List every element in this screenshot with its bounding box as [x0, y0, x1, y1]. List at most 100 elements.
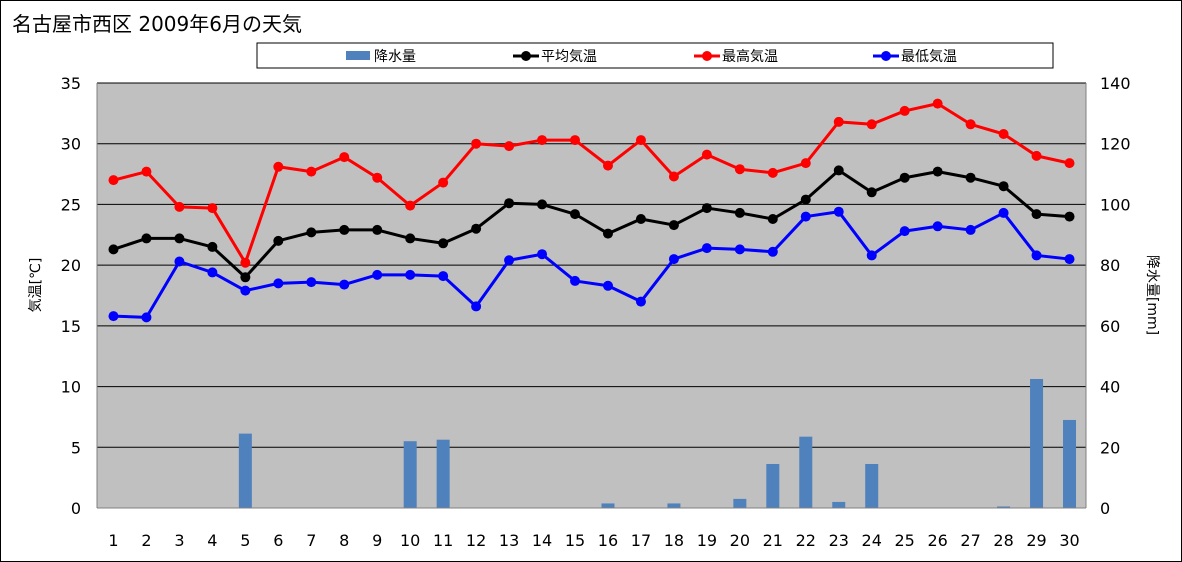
series-point [899, 172, 910, 183]
series-point [965, 119, 976, 130]
series-point [866, 187, 877, 198]
series-point [800, 194, 811, 205]
rain-bar [1030, 378, 1044, 508]
x-tick-label: 18 [664, 531, 684, 550]
x-tick-label: 4 [207, 531, 217, 550]
series-point [570, 209, 581, 220]
x-tick-label: 20 [730, 531, 750, 550]
x-tick-label: 8 [339, 531, 349, 550]
series-point [438, 238, 449, 249]
y-right-tick-label: 140 [1100, 74, 1131, 93]
series-point [635, 135, 646, 146]
x-tick-label: 17 [631, 531, 651, 550]
series-line [113, 210, 1070, 319]
series-point [767, 214, 778, 224]
series-point [1031, 209, 1042, 220]
series-point [108, 244, 119, 255]
x-tick-label: 7 [306, 531, 316, 550]
series-point [734, 164, 745, 175]
x-tick-label: 28 [993, 531, 1013, 550]
series-point [471, 301, 482, 312]
x-tick-label: 11 [433, 531, 453, 550]
series-point [504, 198, 515, 209]
series-point [339, 224, 350, 235]
x-tick-label: 10 [400, 531, 420, 550]
series-point [438, 271, 449, 282]
x-tick-label: 13 [499, 531, 519, 550]
y-left-tick-label: 30 [61, 135, 81, 154]
x-tick-label: 12 [466, 531, 486, 550]
x-tick-label: 16 [598, 531, 618, 550]
rain-bar [832, 501, 846, 508]
x-tick-label: 19 [697, 531, 717, 550]
series-point [701, 203, 712, 214]
series-point [833, 116, 844, 127]
series-point [141, 312, 152, 323]
series-point [570, 135, 581, 146]
legend-marker [521, 51, 531, 61]
series-point [899, 226, 910, 237]
x-tick-label: 9 [372, 531, 382, 550]
rain-bar [667, 503, 681, 508]
y-axis-right-label: 降水量[mm] [1144, 255, 1160, 335]
x-tick-label: 29 [1026, 531, 1046, 550]
series-point [602, 228, 613, 239]
series-point [405, 233, 416, 244]
series-point [471, 138, 482, 149]
legend-marker [881, 51, 891, 61]
x-tick-label: 14 [532, 531, 552, 550]
y-right-tick-label: 0 [1100, 499, 1110, 518]
series-point [405, 269, 416, 280]
series-point [174, 233, 185, 244]
series-point [306, 166, 317, 177]
y-axis-left-label: 気温[℃] [28, 258, 44, 313]
y-right-tick-label: 80 [1100, 256, 1120, 275]
series-point [833, 165, 844, 176]
y-right-tick-label: 120 [1100, 135, 1131, 154]
legend-label: 降水量 [374, 49, 416, 65]
x-tick-label: 6 [273, 531, 283, 550]
series-point [207, 203, 218, 214]
x-tick-label: 23 [829, 531, 849, 550]
series-point [668, 254, 679, 265]
temperature-lines [108, 98, 1075, 323]
rain-bar [436, 439, 450, 508]
series-point [504, 141, 515, 152]
series-point [998, 181, 1009, 192]
series-point [537, 135, 548, 146]
y-right-tick-label: 40 [1100, 378, 1120, 397]
series-point [504, 255, 515, 266]
series-point [965, 224, 976, 235]
rain-bar [601, 503, 615, 508]
series-point [1064, 211, 1075, 222]
y-right-tick-label: 100 [1100, 195, 1131, 214]
legend-label: 最高気温 [722, 48, 778, 65]
y-right-tick-label: 20 [1100, 438, 1120, 457]
x-tick-label: 1 [108, 531, 118, 550]
series-point [306, 227, 317, 238]
series-point [800, 211, 811, 222]
rain-bar [799, 436, 813, 508]
series-point [174, 256, 185, 267]
series-point [372, 269, 383, 280]
legend-box [256, 42, 1054, 69]
series-point [273, 235, 284, 246]
y-left-tick-label: 25 [61, 195, 81, 214]
x-tick-label: 5 [240, 531, 250, 550]
x-tick-label: 24 [862, 531, 882, 550]
series-point [932, 166, 943, 177]
series-point [207, 241, 218, 252]
series-point [800, 158, 811, 169]
series-point [998, 129, 1009, 139]
series-point [108, 311, 119, 322]
rain-bar [1063, 419, 1077, 508]
series-point [932, 98, 943, 109]
gridlines [97, 82, 1086, 448]
series-point [174, 201, 185, 212]
y-left-tick-label: 15 [61, 317, 81, 336]
series-point [141, 233, 152, 244]
series-point [240, 257, 251, 268]
series-point [240, 285, 251, 296]
series-point [306, 277, 317, 288]
